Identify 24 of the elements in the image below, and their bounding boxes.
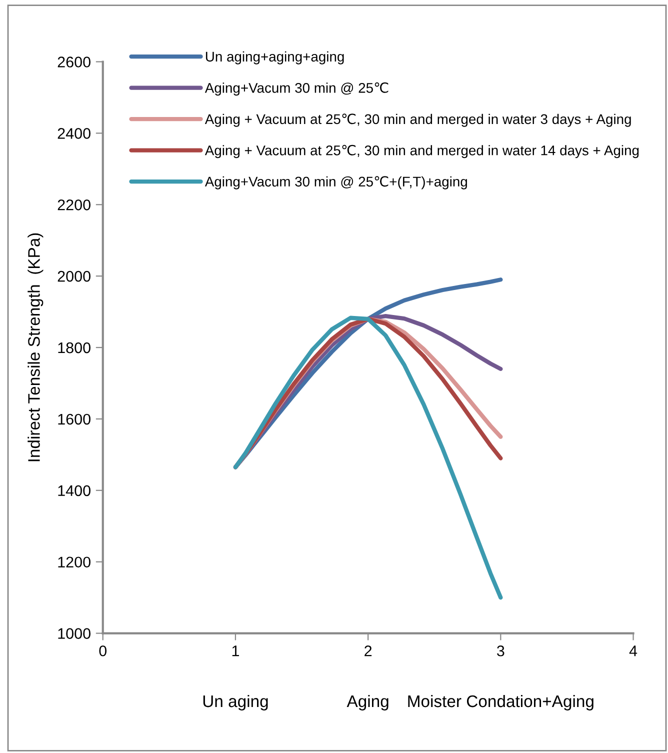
y-tick-label: 1400 [58, 485, 90, 496]
legend-label: Aging + Vacuum at 25℃, 30 min and merged in water 14 days + Aging [204, 144, 639, 158]
legend-label: Aging+Vacum 30 min @ 25℃+(F,T)+aging [204, 176, 467, 190]
line-series [233, 316, 503, 600]
y-tick-label: 1600 [58, 414, 90, 425]
legend-label: Aging+Vacum 30 min @ 25℃ [204, 82, 388, 96]
x-tick-label: 2 [364, 645, 372, 656]
y-tick-label: 1000 [58, 628, 90, 639]
x-tick-label: 1 [232, 646, 239, 656]
y-tick-label: 2200 [58, 199, 90, 210]
y-tick-label: 2400 [58, 128, 90, 139]
y-tick-label: 1200 [58, 556, 90, 568]
y-tick-label: 2600 [58, 56, 90, 68]
text: Un aging [203, 694, 268, 710]
legend-label: Un aging+aging+aging [206, 51, 344, 64]
y-tick-label: 1800 [58, 342, 90, 354]
x-tick-label: 4 [629, 646, 638, 656]
x-tick-label: 0 [99, 645, 107, 656]
y-tick-label: 2000 [58, 270, 90, 282]
x-tick-label: 3 [497, 645, 504, 656]
y-axis-title: Indirect Tensile Strength (KPa) [28, 233, 44, 462]
legend-label: Aging + Vacuum at 25℃, 30 min and merged in water 3 days + Aging [204, 114, 631, 127]
text: Moister Condation+Aging [408, 694, 594, 710]
text: Aging [346, 694, 388, 710]
